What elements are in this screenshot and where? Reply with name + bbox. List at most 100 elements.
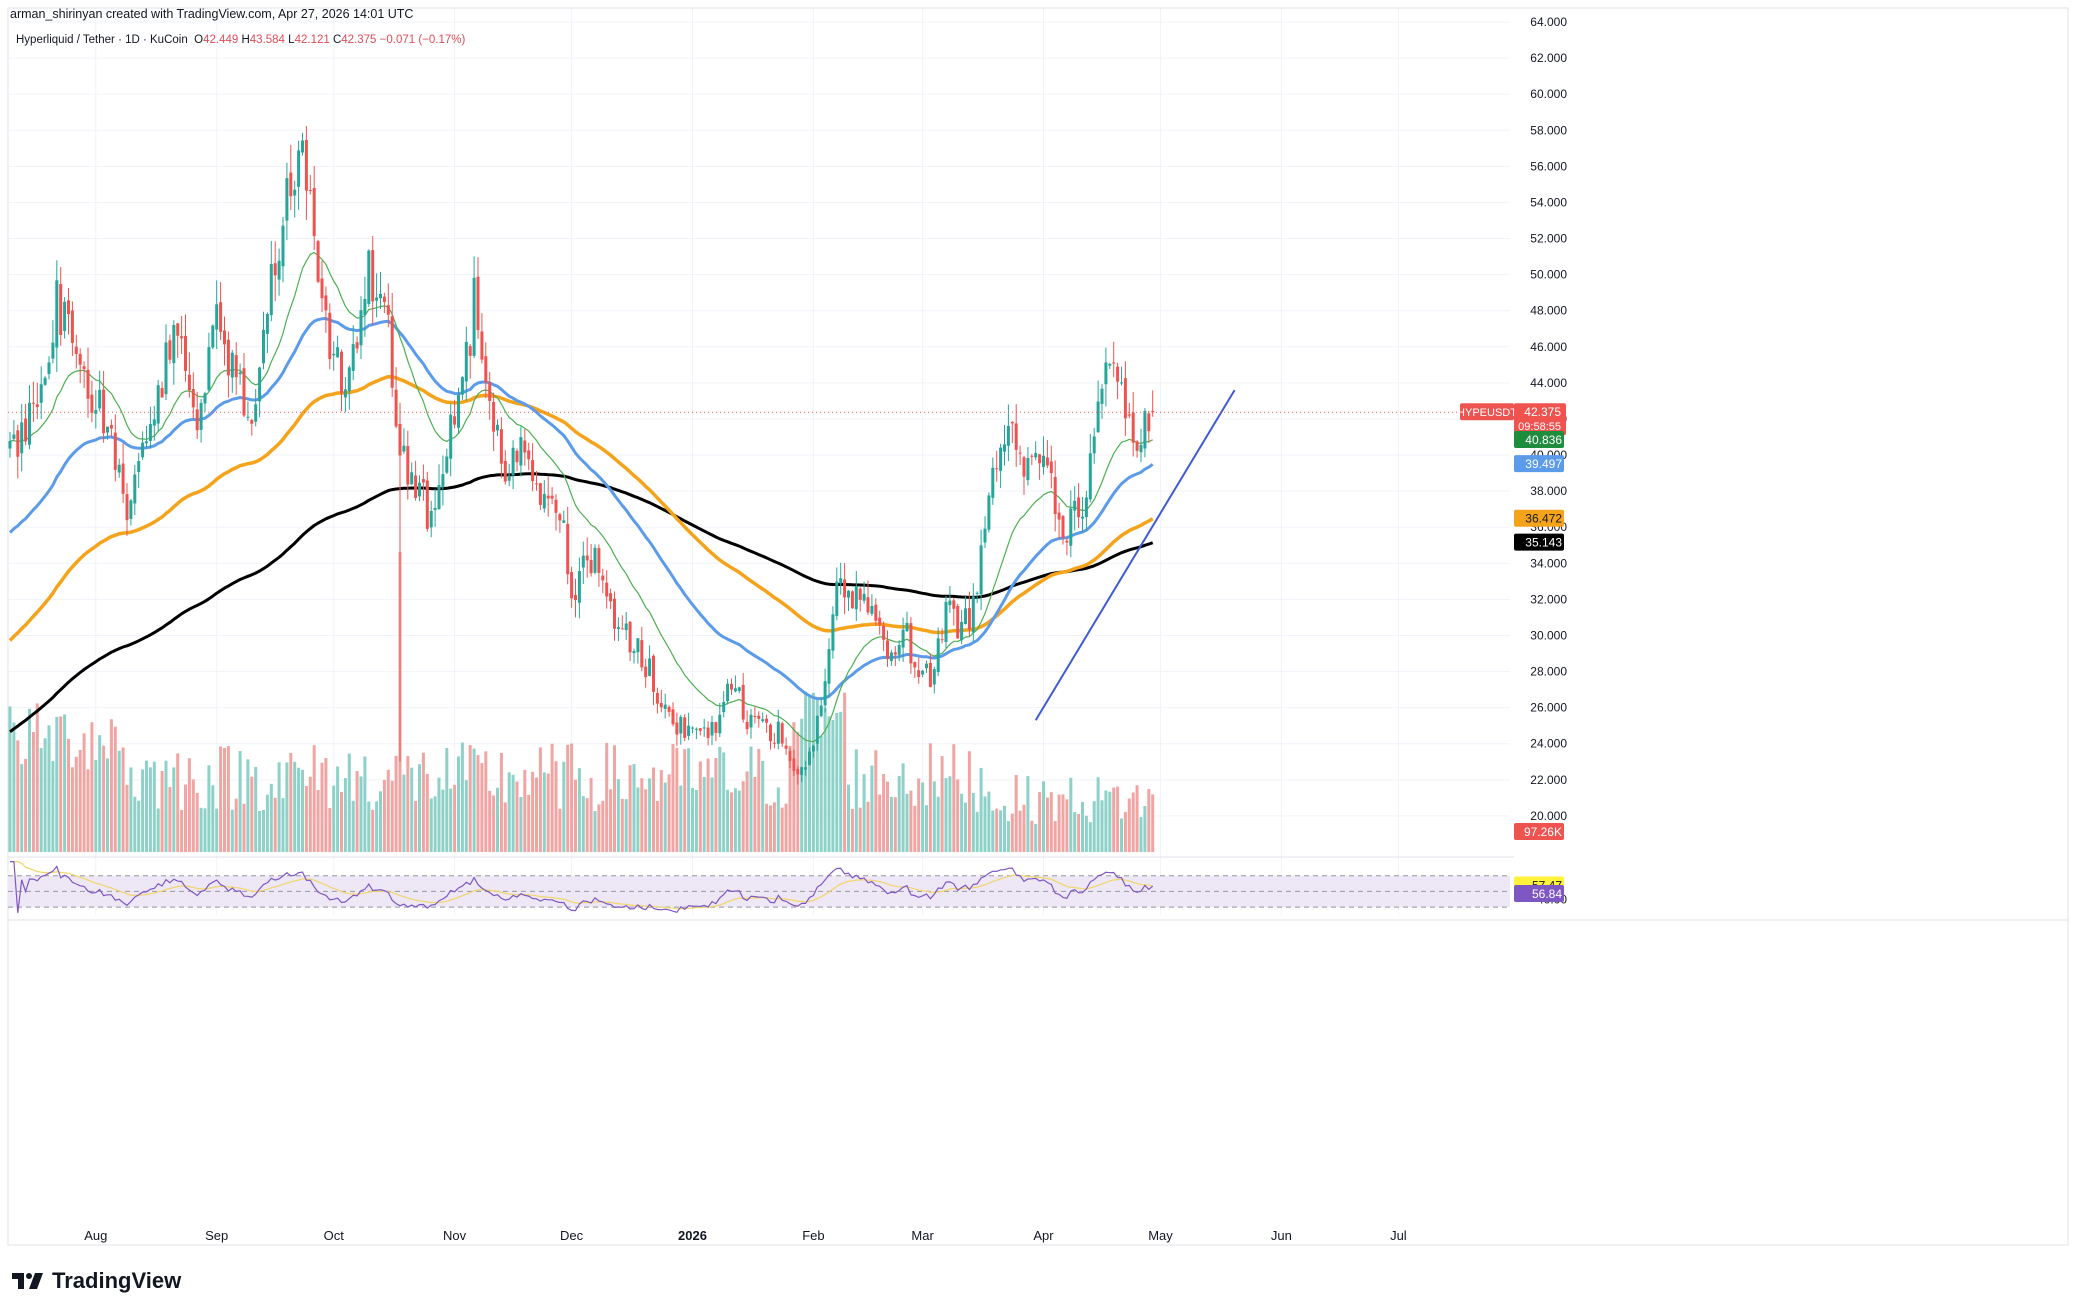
volume-bar (445, 748, 449, 852)
volume-bar (180, 809, 184, 852)
volume-bar (847, 784, 850, 852)
candle-body (882, 625, 886, 640)
candle-body (234, 355, 238, 378)
volume-bar (312, 745, 316, 852)
volume-bar (593, 810, 597, 852)
volume-bar (995, 808, 999, 852)
candle-body (1131, 412, 1135, 443)
volume-bar (769, 805, 772, 852)
instrument-title: Hyperliquid / Tether · 1D · KuCoin (16, 34, 188, 46)
candle-body (718, 714, 722, 734)
candle-body (199, 402, 203, 430)
candle-body (1022, 457, 1026, 477)
volume-bar (28, 708, 31, 852)
candle-body (1014, 423, 1018, 450)
volume-bar (936, 796, 940, 852)
volume-bar (379, 791, 382, 852)
volume-bar (336, 766, 340, 852)
time-tick-label: May (1148, 1228, 1173, 1243)
volume-bar (913, 805, 917, 852)
tradingview-logo[interactable]: TradingView (12, 1268, 181, 1294)
candle-body (184, 335, 187, 371)
candle-body (1112, 362, 1116, 364)
candle-body (589, 559, 593, 574)
volume-bar (905, 793, 909, 852)
volume-bar (944, 778, 948, 852)
candle-body (39, 384, 43, 403)
candle-body (394, 389, 398, 427)
candle-body (710, 722, 714, 736)
candle-body (694, 728, 698, 730)
candle-body (823, 681, 827, 706)
price-tick-label: 24.000 (1530, 737, 1567, 751)
ema100-tag-text: 36.472 (1525, 512, 1562, 526)
candle-body (156, 385, 160, 424)
volume-bar (726, 789, 730, 852)
price-tick-label: 56.000 (1530, 159, 1567, 173)
volume-bar (133, 796, 137, 852)
candle-body (558, 514, 562, 521)
candle-body (145, 441, 148, 444)
volume-bar (1096, 777, 1100, 852)
volume-bar (749, 746, 753, 852)
candle-body (870, 605, 874, 614)
rsi-path (10, 861, 1154, 913)
candle-body (511, 447, 515, 476)
volume-bar (464, 780, 468, 852)
candle-body (499, 429, 503, 464)
volume-bar (24, 758, 28, 852)
price-tick-label: 44.000 (1530, 376, 1567, 390)
candle-body (141, 442, 145, 458)
volume-bar (113, 726, 117, 852)
candle-body (570, 572, 574, 599)
candle-body (1139, 444, 1143, 453)
candle-body (624, 623, 628, 631)
change-value: −0.071 (−0.17%) (379, 34, 466, 46)
trendline[interactable] (1034, 389, 1236, 721)
volume-bar (808, 697, 811, 852)
volume-bar (882, 774, 886, 852)
volume-bar (410, 767, 414, 852)
time-tick-label: Mar (911, 1228, 934, 1243)
time-axis[interactable]: Aug Sep Oct Nov Dec 2026 Feb Mar Apr May Jun Jul (84, 1228, 1407, 1243)
candle-body (226, 339, 230, 376)
candle-body (320, 278, 324, 299)
rsi-panel (8, 861, 1510, 913)
candle-body (109, 424, 113, 429)
volume-bar (39, 748, 43, 852)
candle-body (780, 723, 784, 744)
candle-body (390, 316, 394, 388)
candle-body (679, 716, 683, 734)
volume-bar (722, 752, 726, 852)
candle-body (67, 300, 70, 315)
volume-bar (694, 789, 698, 852)
candle-body (35, 404, 39, 408)
candle-body (733, 688, 737, 692)
high-label: H (241, 34, 250, 46)
candle-body (815, 715, 819, 744)
candle-body (207, 347, 211, 391)
time-tick-label: Aug (84, 1228, 107, 1243)
candle-body (421, 479, 425, 483)
candle-body (1081, 516, 1084, 519)
volume-bar (609, 789, 613, 852)
candle-body (593, 547, 597, 573)
volume-bar (921, 782, 925, 852)
candle-body (730, 683, 733, 690)
candle-body (546, 495, 550, 499)
volume-bar (800, 718, 804, 852)
candle-body (737, 687, 741, 691)
candle-body (168, 340, 172, 360)
volume-bar (1022, 804, 1026, 852)
volume-bar (484, 751, 488, 852)
candle-body (776, 721, 780, 744)
volume-bar (648, 778, 652, 852)
volume-bar (429, 798, 433, 852)
volume-bar (203, 808, 207, 852)
candle-body (893, 652, 897, 655)
candle-body (223, 330, 226, 345)
candle-body (316, 241, 320, 282)
candle-body (269, 263, 273, 316)
candle-body (343, 389, 347, 398)
